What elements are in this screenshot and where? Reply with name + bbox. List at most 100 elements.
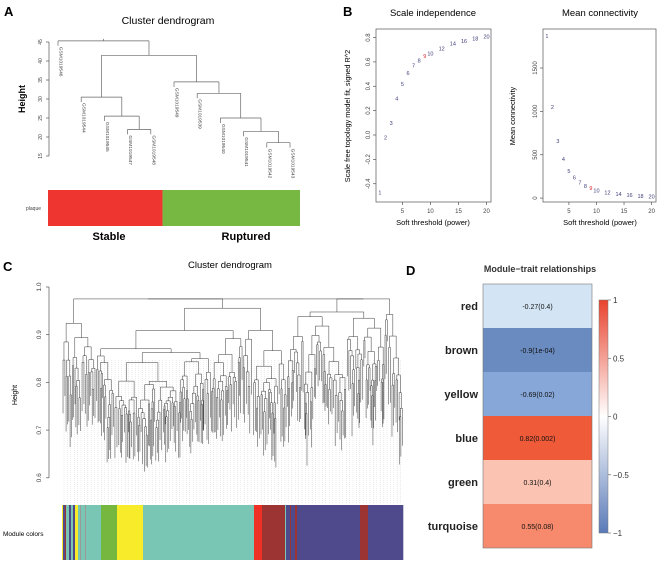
y-tick-label: 0.0 [366,130,372,139]
heatmap-cell-turquoise [483,504,592,548]
heatmap-cell-red [483,284,592,328]
sample-label: GSM1019545 [104,122,110,152]
y-tick-label: 0.8 [366,33,372,42]
heatmap-cell-brown [483,328,592,372]
y-tick-label: 0.2 [366,106,372,115]
plot-frame [375,28,492,203]
module-color-segment [291,505,296,560]
power-point-8: 8 [584,184,587,190]
module-color-segment [101,505,118,560]
sample-label: GSM1019546 [58,47,64,77]
module-color-segment [286,505,291,560]
panel-b-mean-connectivity: Mean connectivity Soft threshold (power)… [508,8,657,227]
power-point-5: 5 [401,82,404,88]
module-color-segment [86,505,102,560]
scale-independence-xlabel: Soft threshold (power) [396,218,470,227]
sample-label: GSM1019549 [174,88,180,118]
trait-bar-ruptured [162,190,300,226]
power-point-20: 20 [483,34,489,40]
x-tick-label: 15 [455,209,462,215]
power-point-12: 12 [604,190,610,196]
x-tick-label: 5 [567,209,571,215]
sample-label: GSM1019539 [197,99,203,129]
module-color-segment [78,505,81,560]
x-tick-label: 20 [648,209,655,215]
panel-a-title: Cluster dendrogram [122,15,215,27]
trait-bar-stable [48,190,163,226]
y-tick-label: 0.8 [36,378,43,387]
x-tick-label: 10 [427,209,434,215]
y-tick-label: 0.4 [366,81,372,90]
cell-value-blue: 0.82(0.002) [520,436,556,443]
power-point-18: 18 [638,194,644,200]
panel-label-b: B [343,4,352,19]
module-color-segment [66,505,70,560]
module-color-segment [254,505,263,560]
module-color-segment [295,505,298,560]
group-label-ruptured: Ruptured [222,231,271,243]
sample-label: GSM1019547 [127,135,133,165]
colorbar-tick-label: 0.5 [613,354,625,363]
y-tick-label: 1.0 [36,282,43,291]
module-color-segment [69,505,72,560]
panel-label-d: D [406,263,415,278]
y-tick-label: 500 [533,149,539,160]
scale-independence-title: Scale independence [390,8,476,19]
y-tick-label: -0.4 [366,178,372,189]
y-tick-label: -0.2 [366,154,372,165]
mean-connectivity-xlabel: Soft threshold (power) [563,218,637,227]
panel-label-c: C [3,259,13,274]
module-color-segment [62,505,64,560]
power-point-5: 5 [567,169,570,175]
module-color-segment [297,505,361,560]
panel-b-scale-independence: Scale independence Soft threshold (power… [343,8,492,227]
y-tick-label: 35 [38,77,44,83]
module-colors-label: Module colors [3,531,44,538]
power-point-14: 14 [615,192,621,198]
row-label-brown: brown [445,345,478,357]
y-tick-label: 0.6 [366,57,372,66]
power-point-3: 3 [390,121,393,127]
power-point-14: 14 [450,42,456,48]
y-tick-label: 15 [38,153,44,159]
mean-connectivity-ylabel: Mean connectivity [508,86,517,145]
module-color-segment [73,505,76,560]
power-point-6: 6 [573,175,576,181]
module-color-segment [65,505,67,560]
panel-a-ylabel: Height [17,85,27,113]
module-color-segment [143,505,255,560]
x-tick-label: 20 [483,209,490,215]
sample-label: GSM1019544 [81,103,87,133]
power-point-7: 7 [412,64,415,70]
heatmap-frame [482,283,593,549]
power-point-12: 12 [439,46,445,52]
power-point-2: 2 [384,135,387,141]
panel-d-module-trait-heatmap: Module−trait relationships -0.27(0.4) red… [428,264,629,549]
y-tick-label: 1500 [533,61,539,75]
sample-label: GSM1019540 [220,124,226,154]
panel-c-gene-dendrogram: Cluster dendrogram Height Module colors … [3,260,404,560]
module-color-segment [75,505,79,560]
module-color-segment [285,505,287,560]
power-point-4: 4 [562,157,565,163]
power-point-16: 16 [461,39,467,45]
module-color-segment [360,505,369,560]
y-tick-label: 40 [38,58,44,64]
sample-label: GSM1019548 [150,135,156,165]
y-tick-label: 0.7 [36,425,43,434]
panel-label-a: A [4,4,14,19]
module-color-segment [368,505,404,560]
colorbar-tick-label: −0.5 [613,471,629,480]
power-point-18: 18 [472,37,478,43]
cell-value-green: 0.31(0.4) [523,480,551,487]
sample-label: GSM1019542 [266,149,272,179]
module-color-segment [81,505,86,560]
row-label-blue: blue [455,433,478,445]
power-point-2: 2 [551,105,554,111]
row-label-green: green [448,477,478,489]
row-label-yellow: yellow [444,389,478,401]
cell-value-turquoise: 0.55(0.08) [522,524,554,531]
power-point-1: 1 [545,34,548,40]
row-label-red: red [461,301,478,313]
